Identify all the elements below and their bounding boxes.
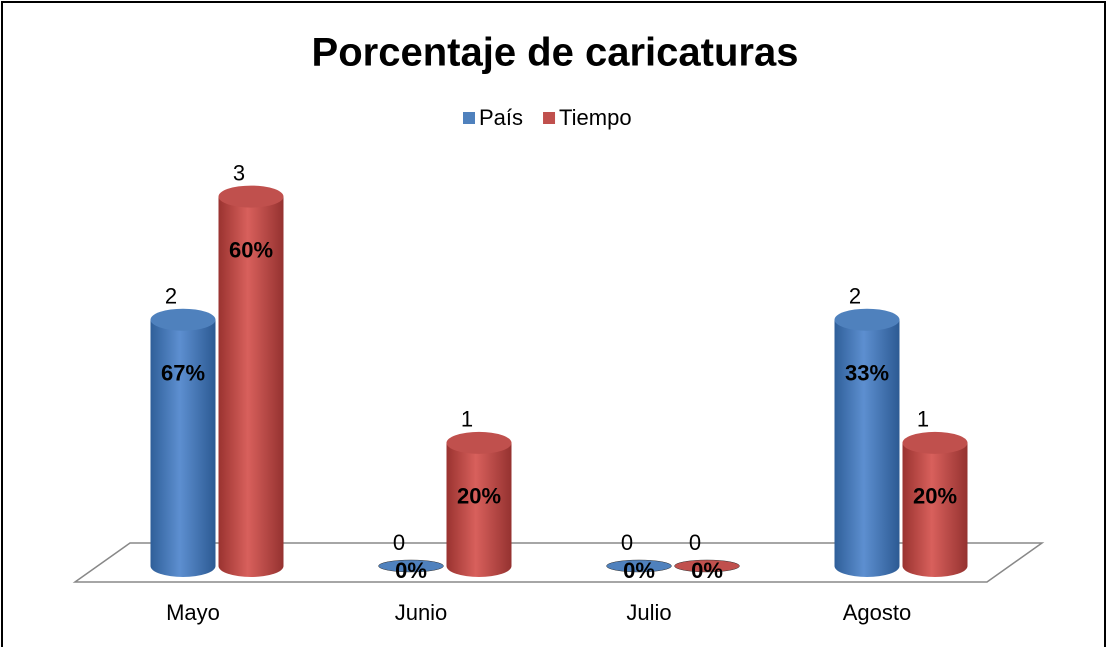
x-tick-label: Mayo	[166, 600, 220, 625]
value-label: 3	[233, 160, 245, 185]
bar-body	[446, 442, 512, 566]
bar-body	[150, 319, 216, 566]
bar-top	[378, 559, 444, 573]
legend-label: País	[479, 105, 523, 130]
x-tick-label: Junio	[395, 600, 448, 625]
bar	[834, 308, 900, 577]
value-label: 2	[849, 284, 861, 309]
percent-label: 33%	[845, 361, 889, 386]
percent-label: 20%	[457, 484, 501, 509]
legend-swatch	[543, 112, 556, 124]
percent-label: 60%	[229, 237, 273, 262]
bar-body	[902, 442, 968, 566]
x-tick-label: Agosto	[843, 600, 912, 625]
percent-label: 0%	[623, 558, 655, 583]
x-tick-label: Julio	[626, 600, 671, 625]
bar-top	[150, 308, 216, 331]
bar-top	[674, 559, 740, 573]
bar	[674, 559, 740, 573]
bar-body	[218, 196, 284, 567]
bar	[150, 308, 216, 577]
bar-top	[834, 308, 900, 331]
value-label: 1	[917, 407, 929, 432]
percent-label: 0%	[395, 558, 427, 583]
value-label: 1	[461, 407, 473, 432]
bar	[378, 559, 444, 573]
bar-top	[218, 185, 284, 208]
value-label: 2	[165, 284, 177, 309]
bar	[446, 431, 512, 577]
bar-top	[902, 431, 968, 454]
value-label: 0	[393, 530, 405, 555]
percent-label: 67%	[161, 361, 205, 386]
bar-top	[606, 559, 672, 573]
value-label: 0	[621, 530, 633, 555]
floor	[72, 542, 1045, 583]
value-label: 0	[689, 530, 701, 555]
bar	[218, 185, 284, 577]
percent-label: 0%	[691, 558, 723, 583]
bar-body	[834, 319, 900, 566]
bar	[606, 559, 672, 573]
chart-title: Porcentaje de caricaturas	[312, 31, 799, 75]
bar	[902, 431, 968, 577]
legend-label: Tiempo	[559, 105, 632, 130]
percent-label: 20%	[913, 484, 957, 509]
bar-top	[446, 431, 512, 454]
legend-swatch	[463, 112, 475, 124]
